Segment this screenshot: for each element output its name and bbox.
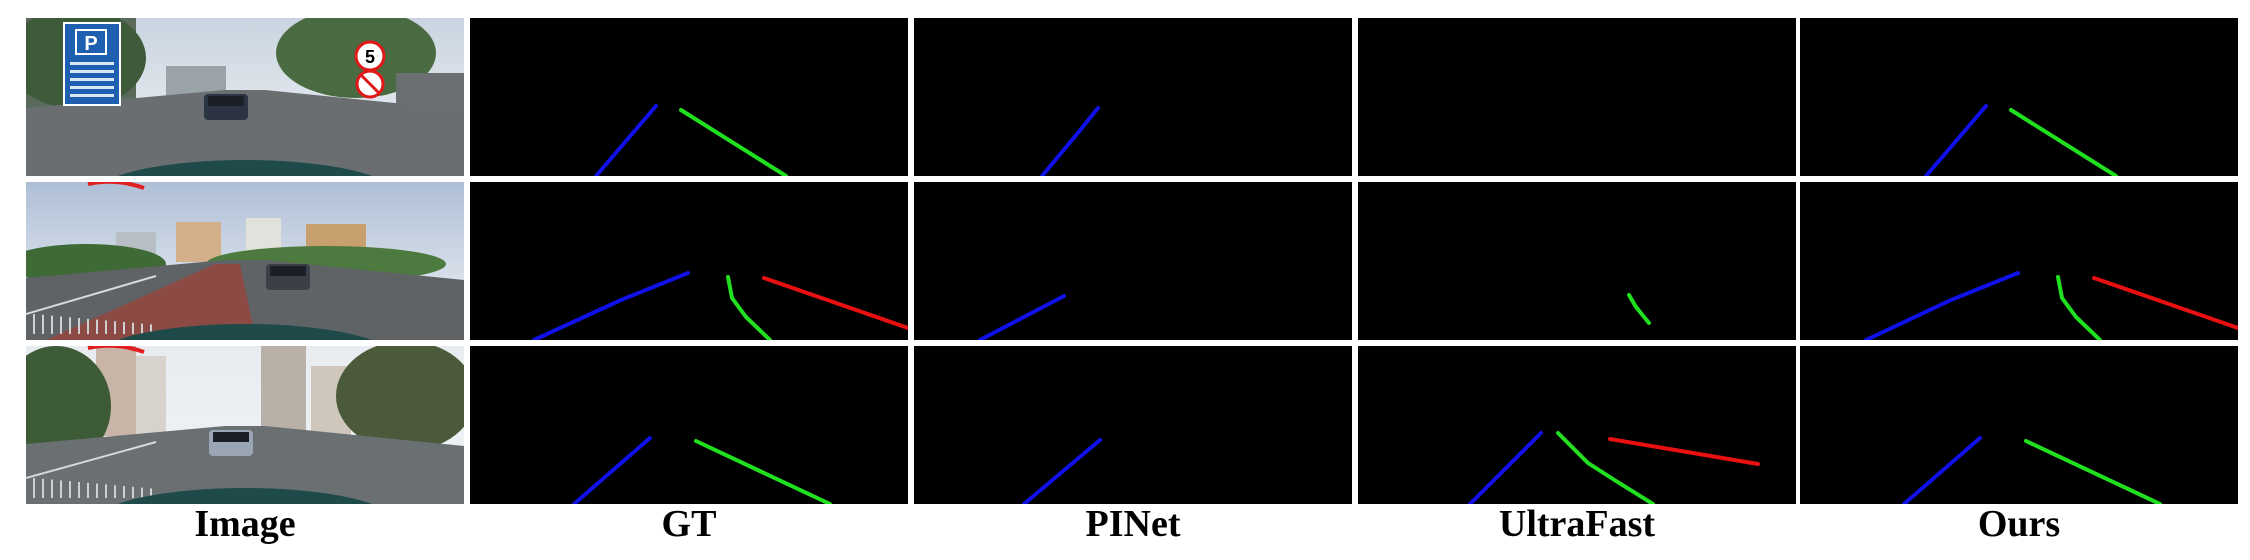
lane-mask-pinet-row-1: [914, 18, 1352, 176]
lane-line-lane-1: [532, 271, 690, 340]
lane-line-lane-2: [694, 439, 832, 504]
lane-line-lane-2: [679, 108, 788, 176]
lane-line-lane-2: [726, 275, 772, 340]
lane-mask-ours-row-3: [1800, 346, 2238, 504]
scene-picture: P5: [26, 18, 464, 176]
lane-mask-canvas: [1358, 18, 1796, 176]
scene-image-row-3: [26, 346, 464, 504]
column-label-pinet: PINet: [1085, 503, 1181, 545]
lane-mask-canvas: [594, 104, 788, 176]
lane-mask-canvas: [572, 436, 832, 504]
scene-picture: [26, 346, 464, 504]
lane-line-lane-1: [594, 104, 658, 176]
scene-image-row-2: [26, 182, 464, 340]
lane-mask-ultrafast-row-2: [1358, 182, 1796, 340]
lane-mask-canvas: [532, 271, 908, 340]
lane-mask-pinet-row-3: [914, 346, 1352, 504]
lane-line-lane-2: [1627, 293, 1651, 325]
lane-mask-canvas: [1627, 293, 1651, 325]
column-label-gt: GT: [661, 503, 717, 545]
svg-text:P: P: [84, 33, 97, 55]
lane-line-lane-1: [1468, 431, 1543, 504]
lane-mask-gt-row-3: [470, 346, 908, 504]
lane-mask-canvas: [1468, 431, 1760, 504]
column-label-ours: Ours: [1977, 503, 2061, 545]
lane-mask-ours-row-1: [1800, 18, 2238, 176]
lane-mask-canvas: [1022, 438, 1102, 504]
lane-mask-ultrafast-row-1: [1358, 18, 1796, 176]
lane-line-lane-3: [1608, 437, 1760, 466]
lane-line-lane-2: [2009, 108, 2118, 176]
lane-line-lane-3: [762, 276, 908, 330]
svg-text:5: 5: [365, 47, 375, 67]
lane-mask-ultrafast-row-3: [1358, 346, 1796, 504]
lane-mask-canvas: [1040, 106, 1100, 176]
lane-line-lane-2: [2056, 275, 2102, 340]
lane-mask-ours-row-2: [1800, 182, 2238, 340]
lane-line-lane-1: [978, 294, 1066, 340]
column-label-ultrafast: UltraFast: [1498, 503, 1656, 545]
lane-line-lane-1: [1924, 104, 1988, 176]
column-label-image: Image: [194, 503, 296, 545]
lane-mask-canvas: [1924, 104, 2118, 176]
lane-mask-canvas: [978, 294, 1066, 340]
lane-mask-canvas: [1864, 271, 2238, 340]
lane-line-lane-1: [572, 436, 652, 504]
lane-mask-gt-row-2: [470, 182, 908, 340]
lane-line-lane-1: [1040, 106, 1100, 176]
lane-line-lane-2: [1556, 431, 1655, 504]
lane-line-lane-1: [1864, 271, 2020, 340]
lane-line-lane-3: [2092, 276, 2238, 330]
scene-picture: [26, 182, 464, 340]
lane-mask-canvas: [1902, 436, 2162, 504]
lane-mask-gt-row-1: [470, 18, 908, 176]
lane-mask-pinet-row-2: [914, 182, 1352, 340]
lane-line-lane-1: [1902, 436, 1982, 504]
lane-line-lane-2: [2024, 439, 2162, 504]
lane-line-lane-1: [1022, 438, 1102, 504]
